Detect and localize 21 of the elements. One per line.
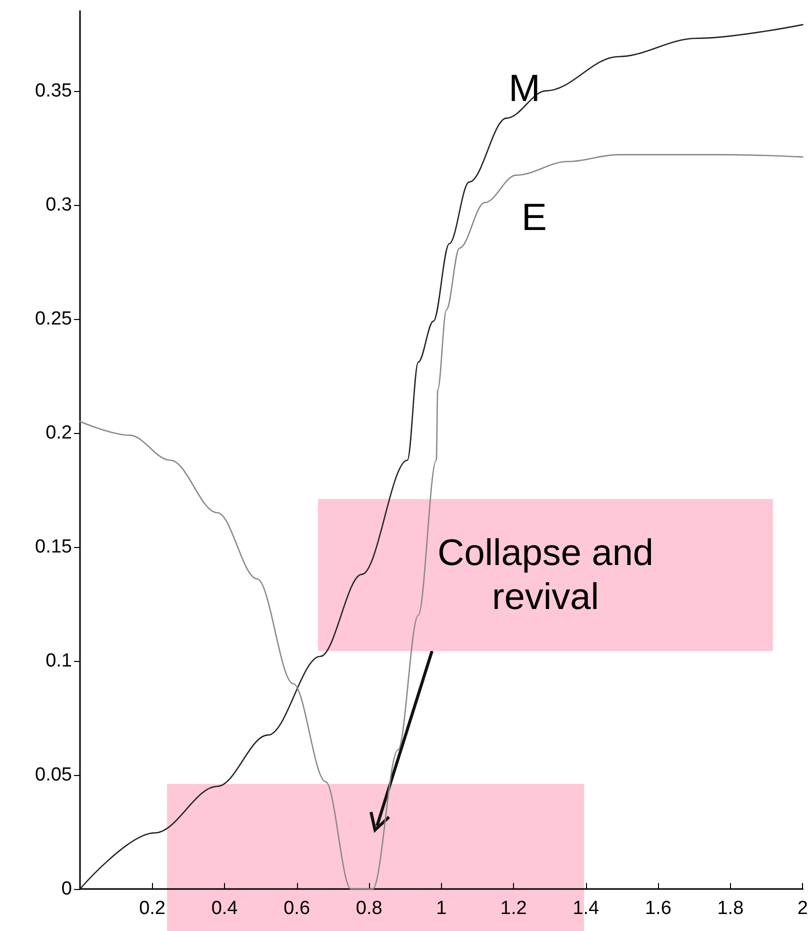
y-tick-label: 0.35 [35,80,72,102]
x-tick-label: 1.4 [572,898,600,919]
x-tick-label: 1.8 [717,898,744,919]
x-tick-label: 1 [436,898,447,919]
x-tick-label: 0.2 [139,898,166,919]
series-label: E [521,197,547,240]
x-tick-label: 0.8 [356,898,382,919]
series-label: M [508,68,540,110]
x-tick-label: 1.6 [644,898,672,919]
x-tick-label: 0.4 [211,898,238,919]
text-box: Collapse and revival [318,499,773,651]
y-tick-label: 0.15 [35,536,72,558]
y-tick-label: 0 [61,878,72,900]
y-tick-label: 0.05 [35,764,72,786]
y-tick-label: 0.1 [46,650,72,672]
y-tick-label: 0.25 [35,308,72,330]
y-tick-label: 0.2 [46,422,72,444]
y-tick-label: 0.3 [46,194,72,216]
x-tick-label: 2 [797,898,808,919]
x-tick-label: 0.6 [284,898,310,919]
x-tick-label: 1.2 [500,898,527,919]
